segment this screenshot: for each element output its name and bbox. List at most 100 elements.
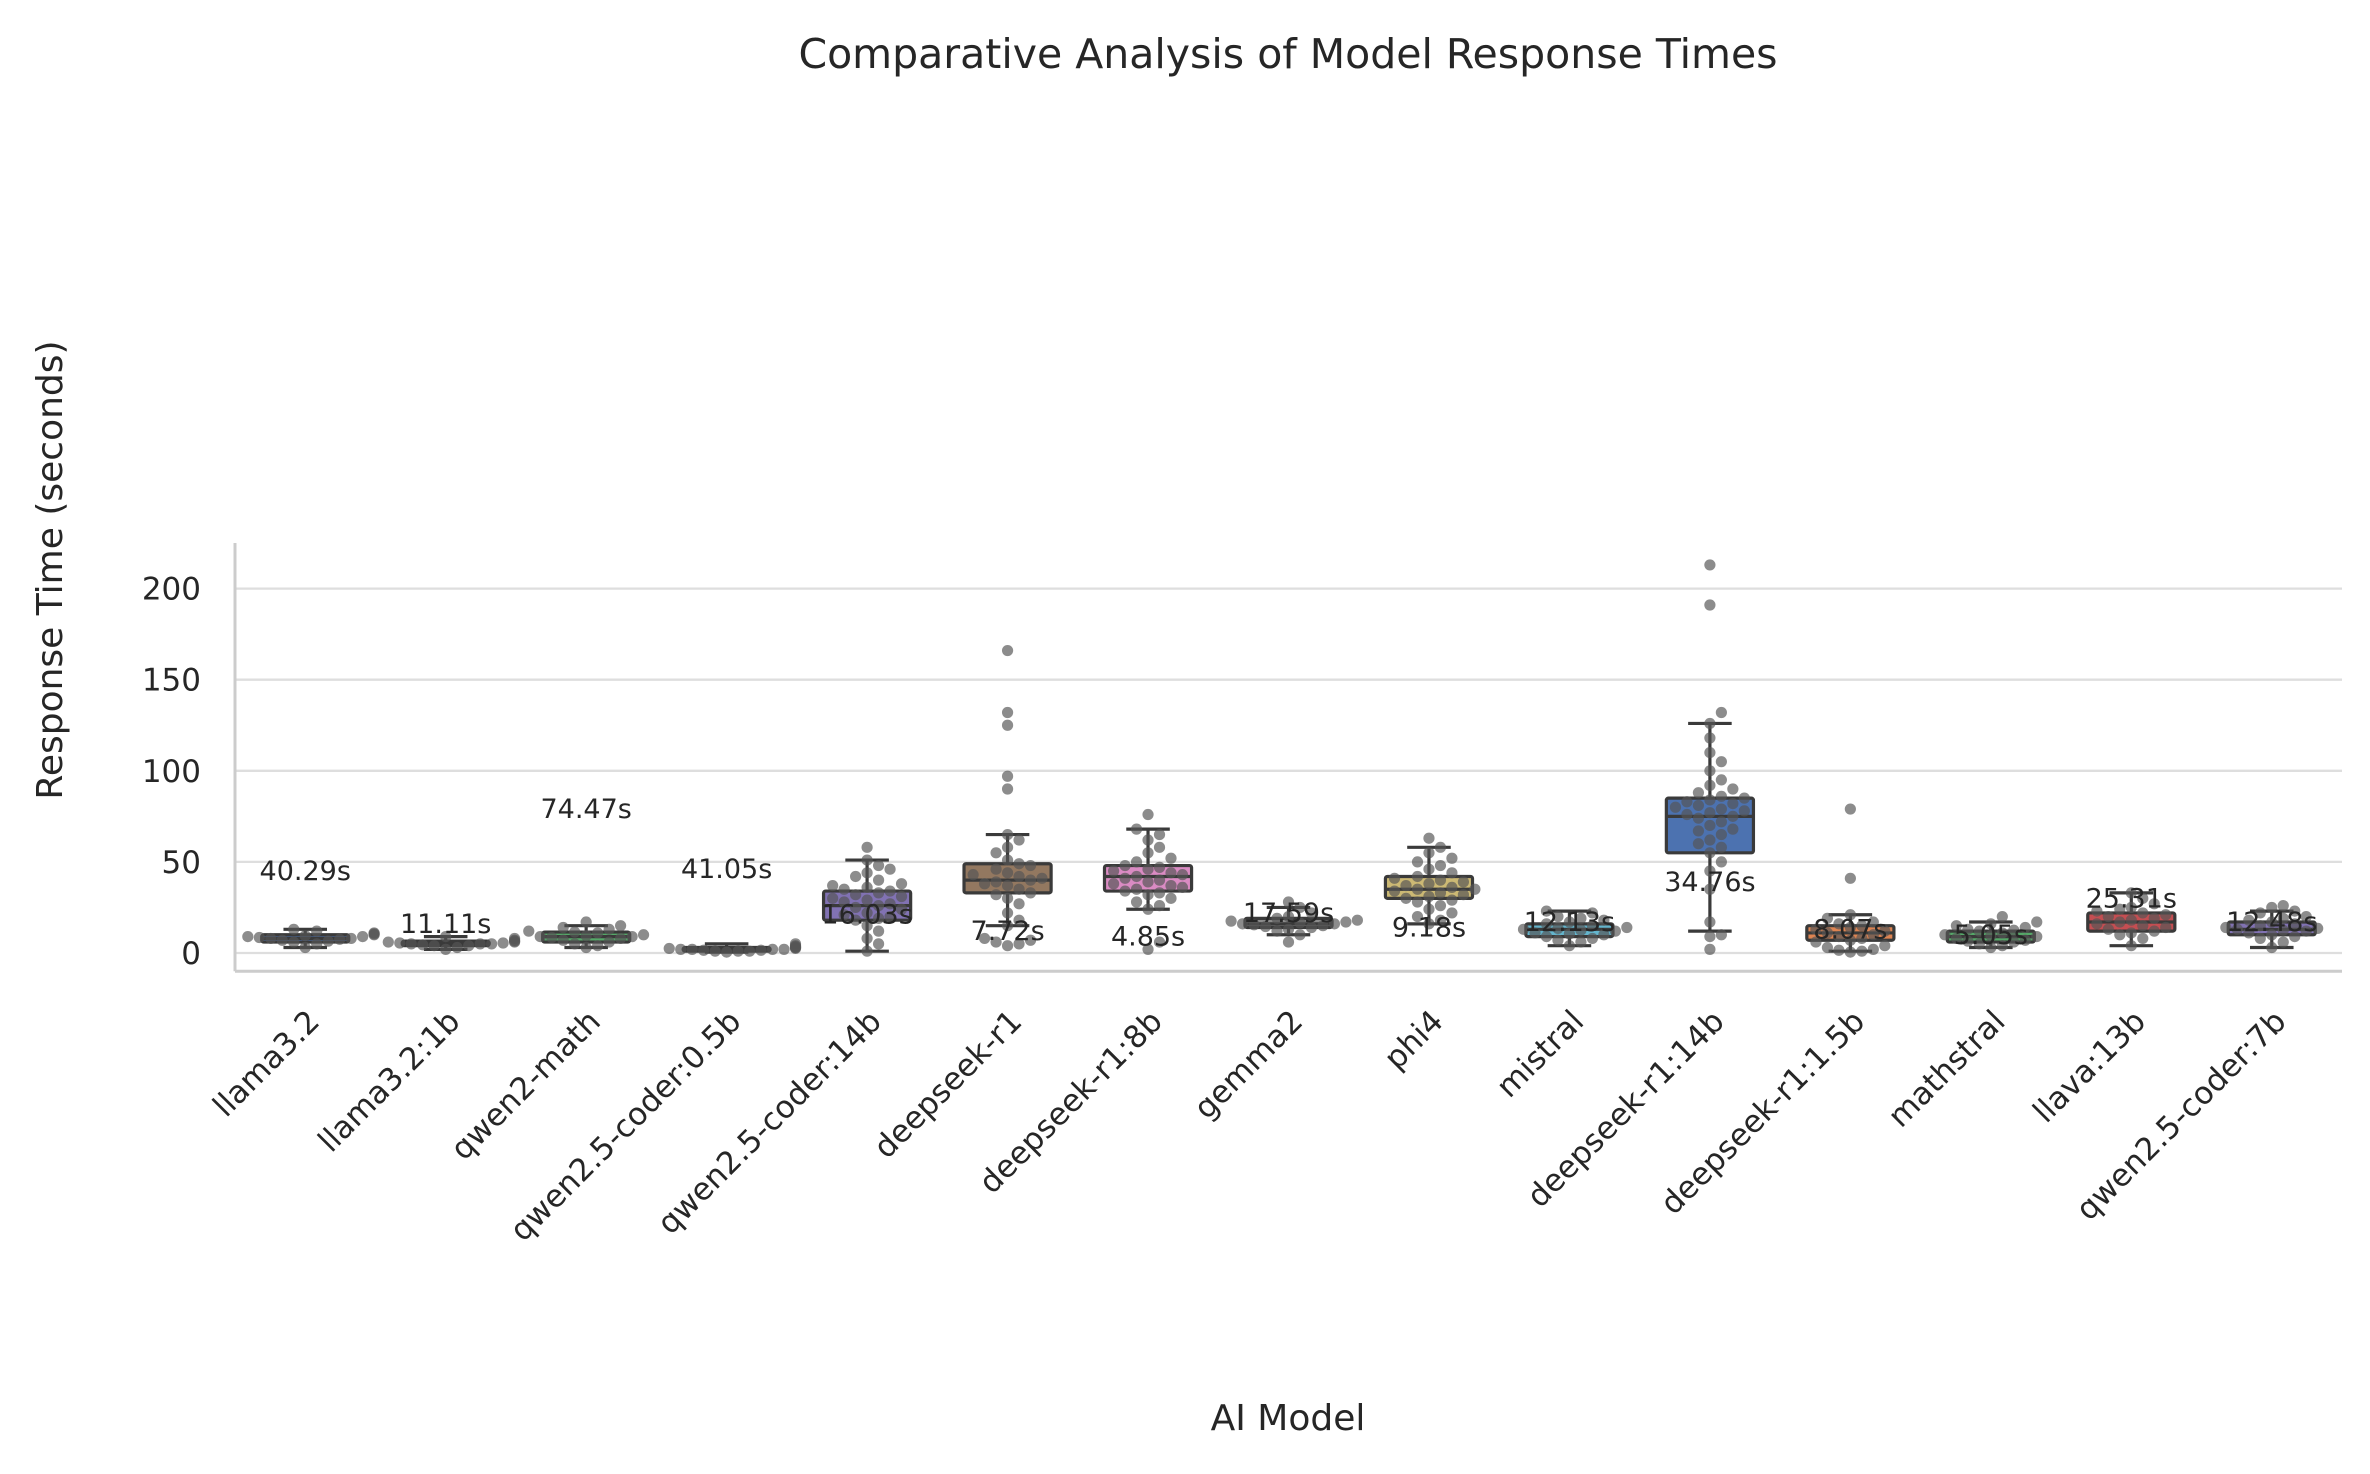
data-point [557, 921, 569, 934]
data-point [861, 920, 873, 932]
data-point [1715, 816, 1727, 828]
data-point [1704, 865, 1716, 877]
data-point [557, 934, 569, 946]
data-point [1130, 883, 1143, 895]
points-qwen2-5-coder-0-5b [663, 938, 802, 958]
data-point [1434, 914, 1447, 926]
data-point [1165, 892, 1177, 904]
data-point [861, 867, 873, 879]
x-tick-label: mistral [1490, 1003, 1591, 1104]
annotation-label: 5.05s [1954, 920, 2028, 951]
data-point [861, 854, 873, 866]
data-point [686, 943, 698, 955]
data-point [1446, 881, 1458, 894]
data-point [1153, 874, 1166, 886]
data-point [1821, 912, 1834, 924]
data-point [1328, 918, 1341, 930]
data-point [895, 903, 908, 915]
data-point [743, 945, 756, 957]
data-point [2019, 921, 2031, 934]
data-point [1457, 876, 1470, 888]
points-deepseek-r1-14b [1669, 559, 1750, 955]
data-point [1715, 774, 1727, 786]
data-point [1411, 870, 1424, 883]
data-point [1142, 863, 1154, 875]
points-qwen2-5-coder-14b [827, 841, 908, 957]
data-point [1704, 732, 1716, 744]
data-point [2277, 936, 2289, 948]
data-point [1704, 847, 1716, 859]
data-point [861, 945, 873, 957]
data-point [1142, 943, 1154, 955]
data-point [1844, 921, 1856, 934]
data-point [861, 881, 873, 894]
data-point [394, 937, 406, 949]
data-point [1176, 881, 1189, 894]
data-point [1962, 935, 1974, 947]
data-point [1001, 644, 1014, 657]
data-point [850, 870, 862, 883]
data-point [1692, 825, 1705, 837]
data-point [1867, 943, 1879, 955]
data-point [1013, 938, 1025, 950]
data-point [1142, 808, 1154, 821]
y-tick-labels: 0 50 100 150 200 [142, 572, 201, 972]
data-point [534, 931, 546, 943]
data-point [2125, 901, 2137, 914]
data-point [1434, 887, 1447, 899]
data-point [1469, 883, 1481, 895]
data-point [474, 938, 486, 950]
data-point [884, 885, 896, 897]
data-point [2102, 923, 2114, 935]
data-point [1540, 931, 1553, 943]
data-point [2031, 916, 2043, 928]
data-point [580, 941, 592, 954]
data-point [1715, 803, 1727, 815]
swarm-points-layer [242, 559, 2324, 958]
data-point [497, 937, 509, 949]
data-point [1317, 920, 1329, 932]
data-point [1107, 865, 1120, 877]
data-point [1856, 932, 1868, 945]
data-point [1001, 828, 1014, 841]
data-point [1715, 856, 1727, 868]
data-point [382, 936, 394, 948]
data-point [637, 929, 650, 941]
data-point [1681, 796, 1693, 808]
data-point [1939, 929, 1951, 941]
data-point [405, 938, 417, 950]
data-point [1692, 799, 1705, 812]
data-point [1259, 920, 1272, 933]
data-point [1586, 932, 1598, 945]
data-point [2031, 931, 2043, 943]
data-point [1013, 914, 1025, 926]
points-llama3-2 [242, 923, 380, 954]
data-point [1996, 910, 2008, 923]
data-point [1165, 879, 1177, 892]
data-point [861, 932, 873, 945]
data-point [2266, 929, 2278, 941]
x-axis-label: AI Model [1211, 1398, 1366, 1439]
data-point [1810, 923, 1822, 935]
data-point [1001, 892, 1014, 904]
data-point [1563, 940, 1576, 952]
data-point [838, 896, 850, 908]
data-point [1340, 916, 1352, 928]
data-point [1142, 889, 1154, 901]
data-point [580, 930, 592, 942]
data-point [569, 938, 581, 950]
data-point [1552, 934, 1564, 946]
data-point [1704, 883, 1716, 895]
data-point [1844, 872, 1856, 884]
data-point [1130, 870, 1143, 883]
data-point [2220, 921, 2232, 934]
data-point [732, 945, 744, 957]
data-point [721, 946, 733, 958]
data-point [1142, 876, 1154, 888]
data-point [440, 943, 452, 955]
x-tick-label: phi4 [1377, 1003, 1450, 1076]
data-point [2160, 909, 2172, 921]
data-point [1423, 863, 1435, 875]
x-tick-label: llama3.2:1b [311, 1003, 467, 1159]
